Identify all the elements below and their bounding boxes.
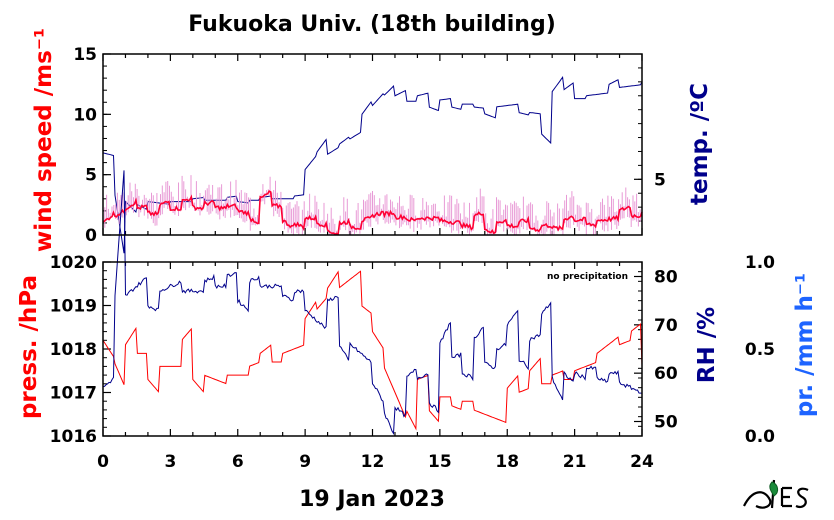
date-label: 19 Jan 2023 xyxy=(299,487,445,512)
wind-gust-band xyxy=(102,175,643,235)
left-tick-label: 0 xyxy=(85,226,97,246)
press-axis-label: press. /hPa xyxy=(16,275,42,419)
wind-axis-label: wind speed /ms⁻¹ xyxy=(31,28,57,252)
x-tick-label: 6 xyxy=(232,452,244,472)
right-tick-label: 70 xyxy=(654,316,678,336)
temp-axis-label: temp. /ºC xyxy=(687,83,713,205)
series-layer xyxy=(102,76,643,435)
tick-label-layer: 051015510161017101810191020506070800.00.… xyxy=(50,45,775,472)
left-tick-label: 5 xyxy=(85,166,97,186)
right-tick-label: 50 xyxy=(654,413,678,433)
x-tick-label: 15 xyxy=(428,452,452,472)
x-tick-label: 18 xyxy=(495,452,519,472)
top-plot-frame xyxy=(102,53,643,236)
precip-tick-label: 1.0 xyxy=(745,253,775,273)
x-tick-label: 9 xyxy=(299,452,311,472)
wind-speed-line xyxy=(102,190,643,236)
left-tick-label: 1018 xyxy=(50,340,97,360)
precip-tick-label: 0.0 xyxy=(745,427,775,447)
chart-title: Fukuoka Univ. (18th building) xyxy=(188,12,556,37)
precip-tick-label: 0.5 xyxy=(745,340,775,360)
precip-axis-label: pr. /mm h⁻¹ xyxy=(792,273,818,417)
left-tick-label: 1017 xyxy=(50,384,97,404)
x-tick-label: 12 xyxy=(361,452,385,472)
humidity-line xyxy=(102,170,642,435)
temperature-line xyxy=(102,76,643,254)
logo-icon xyxy=(743,479,809,509)
no-precipitation-note: no precipitation xyxy=(547,272,628,282)
x-tick-label: 3 xyxy=(164,452,176,472)
bottom-plot-frame xyxy=(102,261,643,437)
right-tick-label: 5 xyxy=(654,170,666,190)
left-tick-label: 1020 xyxy=(50,253,97,273)
x-tick-label: 24 xyxy=(630,452,654,472)
left-tick-label: 15 xyxy=(73,45,97,65)
right-tick-label: 80 xyxy=(654,268,678,288)
x-tick-label: 0 xyxy=(97,452,109,472)
pressure-line xyxy=(102,270,643,431)
left-tick-label: 1019 xyxy=(50,297,97,317)
left-tick-label: 10 xyxy=(73,105,97,125)
left-tick-label: 1016 xyxy=(50,427,97,447)
rh-axis-label: RH /% xyxy=(694,307,720,383)
right-tick-label: 60 xyxy=(654,364,678,384)
x-tick-label: 21 xyxy=(563,452,587,472)
